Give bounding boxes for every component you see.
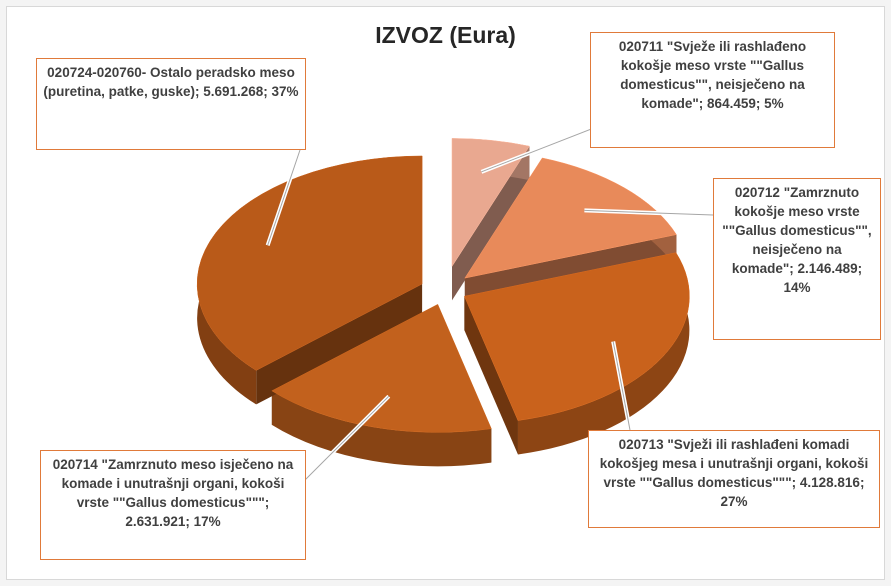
data-label: 020713 "Svježi ili rashlađeni komadi kok…	[588, 430, 880, 528]
slice-side	[517, 252, 690, 455]
data-label: 020711 "Svježe ili rashlađeno kokošje me…	[590, 32, 835, 148]
leader-line	[612, 341, 631, 431]
value-text: 2.146.489	[797, 261, 858, 276]
slice	[464, 157, 677, 279]
slice-wall	[451, 146, 530, 301]
slice	[464, 252, 690, 421]
data-label: 020714 "Zamrznuto meso isječeno na komad…	[40, 450, 306, 560]
percent-text: 14%	[783, 280, 811, 295]
data-label: 020724-020760- Ostalo peradsko meso (pur…	[36, 58, 306, 150]
leaders	[265, 108, 714, 482]
category-text: 020714 "Zamrznuto meso isječeno na komad…	[52, 457, 294, 510]
chart-title: IZVOZ (Eura)	[375, 22, 516, 48]
category-text: 020713 "Svježi ili rashlađeni komadi kok…	[599, 437, 869, 490]
value-text: 5.691.268	[203, 84, 264, 99]
slice-tops	[196, 138, 690, 433]
slice	[451, 138, 530, 268]
leader-line	[267, 149, 301, 246]
category-text: 020712 "Zamrznuto kokošje meso vrste ""G…	[722, 185, 872, 276]
percent-text: 5%	[764, 96, 784, 111]
leader-line	[304, 395, 390, 481]
percent-text: 27%	[720, 494, 748, 509]
slice	[271, 304, 492, 433]
slice-side	[271, 390, 492, 467]
category-text: 020724-020760- Ostalo peradsko meso (pur…	[43, 65, 295, 99]
data-label: 020712 "Zamrznuto kokošje meso vrste ""G…	[713, 178, 881, 340]
slice	[196, 155, 423, 371]
category-text: 020711 "Svježe ili rashlađeno kokošje me…	[618, 39, 807, 111]
percent-text: 17%	[193, 514, 221, 529]
value-text: 4.128.816	[799, 475, 860, 490]
percent-text: 37%	[271, 84, 299, 99]
leader-line	[584, 209, 714, 216]
value-text: 2.631.921	[125, 514, 186, 529]
slice-wall	[256, 283, 423, 405]
slice-wall	[464, 296, 518, 455]
value-text: 864.459	[707, 96, 756, 111]
